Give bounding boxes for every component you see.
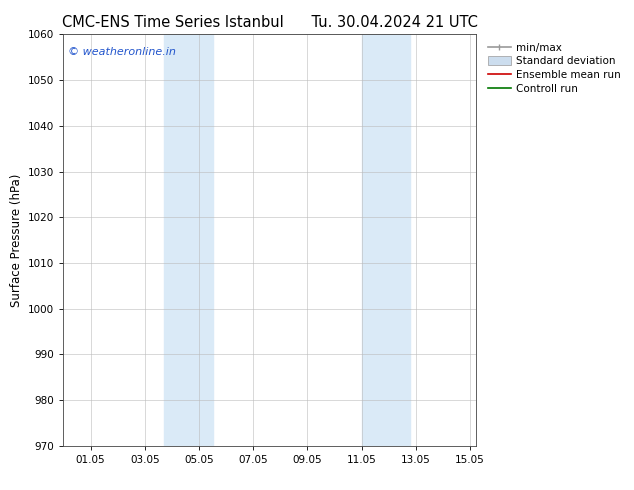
Bar xyxy=(361,34,410,446)
Title: CMC-ENS Time Series Istanbul      Tu. 30.04.2024 21 UTC: CMC-ENS Time Series Istanbul Tu. 30.04.2… xyxy=(61,15,477,30)
Text: © weatheronline.in: © weatheronline.in xyxy=(67,47,176,57)
Y-axis label: Surface Pressure (hPa): Surface Pressure (hPa) xyxy=(10,173,23,307)
Legend: min/max, Standard deviation, Ensemble mean run, Controll run: min/max, Standard deviation, Ensemble me… xyxy=(485,40,624,97)
Bar xyxy=(164,34,212,446)
